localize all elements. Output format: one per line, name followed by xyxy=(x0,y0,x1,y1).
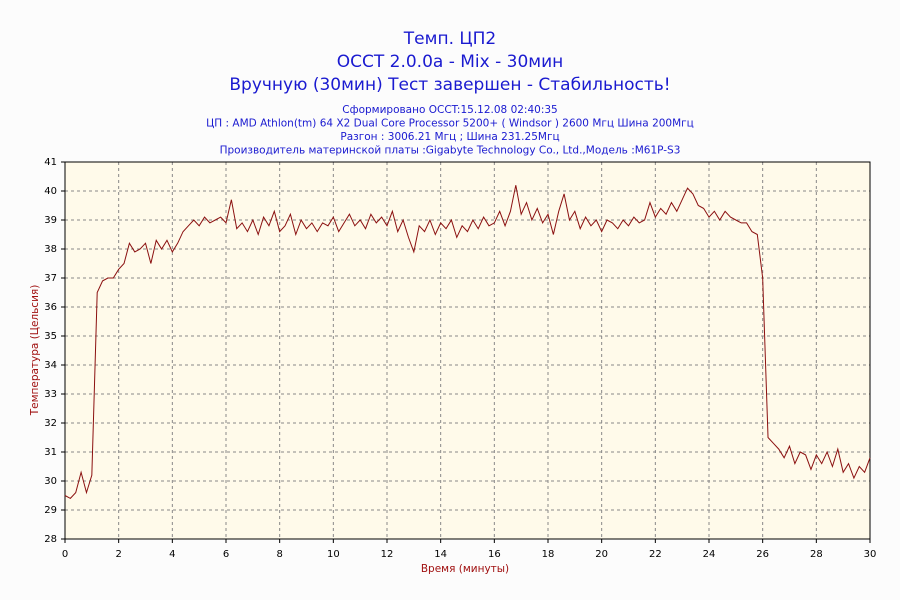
x-tick-label: 16 xyxy=(488,549,501,560)
x-tick-label: 30 xyxy=(864,549,877,560)
x-tick-label: 24 xyxy=(703,549,716,560)
y-tick-label: 33 xyxy=(44,389,57,400)
y-tick-label: 32 xyxy=(44,418,57,429)
x-tick-label: 22 xyxy=(649,549,662,560)
x-tick-label: 14 xyxy=(434,549,447,560)
data-line xyxy=(64,185,871,500)
chart-title: Темп. ЦП2 xyxy=(403,29,496,49)
x-tick-label: 6 xyxy=(223,549,229,560)
y-tick-label: 41 xyxy=(44,157,57,168)
x-axis-label: Время (минуты) xyxy=(421,563,509,575)
y-tick-label: 31 xyxy=(44,447,57,458)
x-tick-label: 12 xyxy=(381,549,394,560)
y-axis-label: Температура (Цельсия) xyxy=(29,285,41,417)
plot-area xyxy=(65,162,870,539)
y-tick-label: 36 xyxy=(44,302,57,313)
x-tick-label: 0 xyxy=(62,549,68,560)
info-line: Производитель материнской платы :Gigabyt… xyxy=(220,145,681,157)
x-tick-label: 10 xyxy=(327,549,340,560)
x-tick-label: 2 xyxy=(115,549,121,560)
x-tick-label: 18 xyxy=(542,549,555,560)
chart-subtitle: OCCT 2.0.0a - Mix - 30мин xyxy=(337,52,564,72)
y-tick-label: 37 xyxy=(44,273,57,284)
y-tick-label: 40 xyxy=(44,186,57,197)
info-line: Разгон : 3006.21 Mгц ; Шина 231.25Mгц xyxy=(340,131,559,143)
info-line: ЦП : AMD Athlon(tm) 64 X2 Dual Core Proc… xyxy=(206,118,694,130)
plot-frame xyxy=(64,161,871,540)
x-tick-label: 8 xyxy=(276,549,282,560)
x-tick-label: 20 xyxy=(595,549,608,560)
y-tick-label: 35 xyxy=(44,331,57,342)
y-tick-label: 39 xyxy=(44,215,57,226)
y-tick-label: 29 xyxy=(44,505,57,516)
y-tick-label: 34 xyxy=(44,360,57,371)
y-tick-label: 38 xyxy=(44,244,57,255)
x-tick-label: 4 xyxy=(169,549,175,560)
y-tick-label: 30 xyxy=(44,476,57,487)
chart-status: Вручную (30мин) Тест завершен - Стабильн… xyxy=(229,75,670,95)
info-line: Сформировано OCCT:15.12.08 02:40:35 xyxy=(342,104,557,116)
x-tick-label: 26 xyxy=(756,549,769,560)
y-tick-label: 28 xyxy=(44,534,57,545)
x-tick-label: 28 xyxy=(810,549,823,560)
